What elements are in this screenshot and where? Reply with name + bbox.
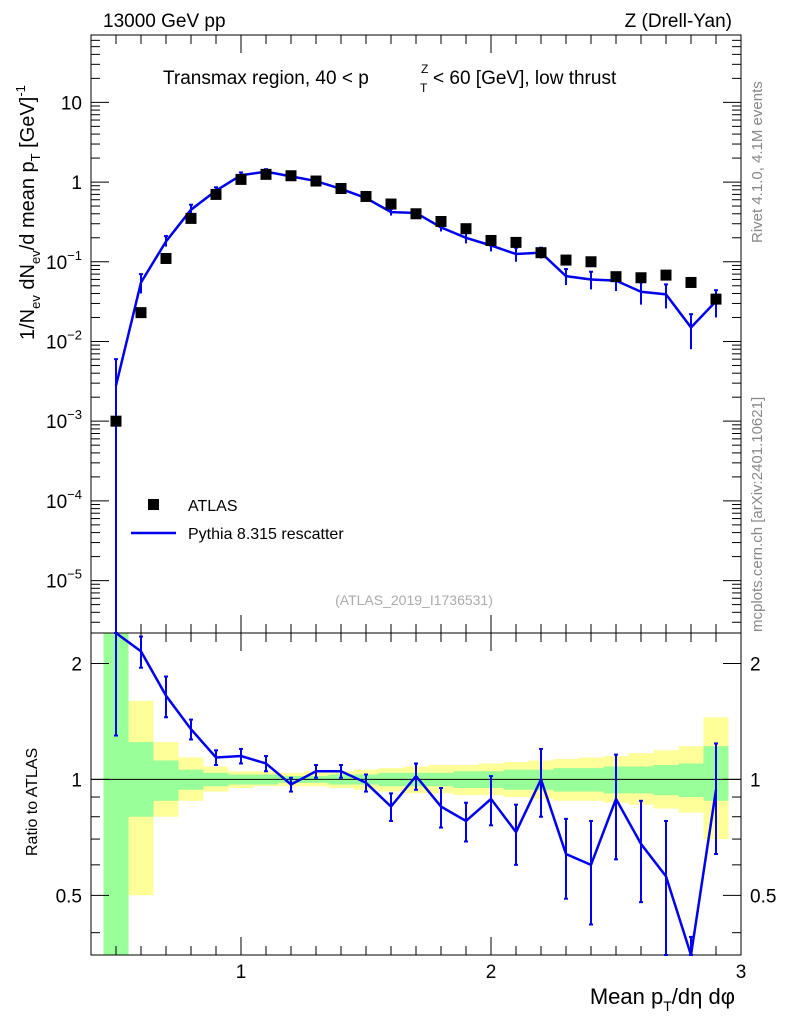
legend-atlas-marker [148,499,159,510]
ratio-y-tick-label: 1 [71,770,82,791]
mcplots-label: mcplots.cern.ch [arXiv:2401.10621] [749,397,766,632]
atlas-point [560,254,572,266]
atlas-point [410,208,422,220]
atlas-point [610,271,622,283]
atlas-point [660,269,672,281]
legend-atlas-label: ATLAS [188,498,238,515]
atlas-point [435,216,447,228]
ratio-y-tick-label: 2 [71,654,82,675]
main-y-tick-label: 10 [61,93,82,114]
atlas-point [460,223,472,235]
atlas-point [310,175,322,187]
header-energy: 13000 GeV pp [103,11,226,32]
svg-text:T: T [420,81,428,95]
main-y-tick-label: 1 [71,173,82,194]
legend-mc-label: Pythia 8.315 rescatter [188,526,344,543]
main-y-tick-label: 10−1 [46,248,82,274]
ratio-y-axis-label: Ratio to ATLAS [24,748,41,856]
atlas-point [185,212,197,224]
mc-line [114,170,717,386]
ratio-band-outer [103,633,729,955]
atlas-point [135,307,147,319]
atlas-point [385,198,397,210]
atlas-point [210,188,222,200]
header-process: Z (Drell-Yan) [625,11,732,32]
x-ticks: 1 2 3 [90,35,747,983]
atlas-point [285,170,297,182]
svg-text:Transmax region, 40 < p: Transmax region, 40 < p [163,68,369,89]
main-mc-series [114,168,718,633]
rivet-label: Rivet 4.1.0, 4.1M events [749,81,766,243]
main-frame [90,34,742,634]
main-data-series [110,168,722,427]
svg-text:< 60 [GeV], low thrust: < 60 [GeV], low thrust [433,68,617,89]
x-axis-label: Mean pT/dη dφ [590,984,735,1014]
main-y-tick-label: 10−3 [46,407,82,433]
svg-text:1/Nev dNev/d mean pT [GeV]-1: 1/Nev dNev/d mean pT [GeV]-1 [13,85,43,340]
atlas-point [235,173,247,185]
atlas-point [635,272,647,284]
legend: ATLAS Pythia 8.315 rescatter [131,498,344,543]
band-inner-bin [678,763,704,798]
main-y-tick-label: 10−4 [46,487,82,513]
plot-title: Transmax region, 40 < p Z T < 60 [GeV], … [163,62,617,95]
ratio-mc-series [114,631,718,956]
atlas-point [585,256,597,268]
atlas-point [510,236,522,248]
ratio-y-tick-label-right: 2 [750,654,761,675]
x-tick-label: 1 [236,962,247,983]
analysis-id-watermark: (ATLAS_2019_I1736531) [335,592,493,608]
ratio-y-tick-label-right: 1 [750,770,761,791]
ratio-y-tick-label: 0.5 [56,886,82,907]
main-y-ticks: 10−5 10−4 10−3 10−2 10−1 1 10 [46,34,741,623]
band-inner-bin [653,765,679,796]
atlas-point [535,247,547,259]
main-y-tick-label: 10−5 [46,567,82,593]
atlas-point [360,190,372,202]
main-y-axis-label: 1/Nev dNev/d mean pT [GeV]-1 [13,85,43,340]
atlas-point [685,276,697,288]
band-inner-bin [153,760,179,801]
atlas-point [710,293,722,305]
main-y-tick-label: 10−2 [46,327,82,353]
x-tick-label: 2 [486,962,497,983]
atlas-point [160,252,172,264]
svg-text:Z: Z [421,62,428,76]
ratio-y-tick-label-right: 0.5 [750,886,776,907]
x-tick-label: 3 [736,962,747,983]
atlas-point [260,168,272,180]
atlas-point [335,183,347,195]
band-inner-bin [628,766,654,794]
atlas-point [110,415,122,427]
atlas-point [485,234,497,246]
